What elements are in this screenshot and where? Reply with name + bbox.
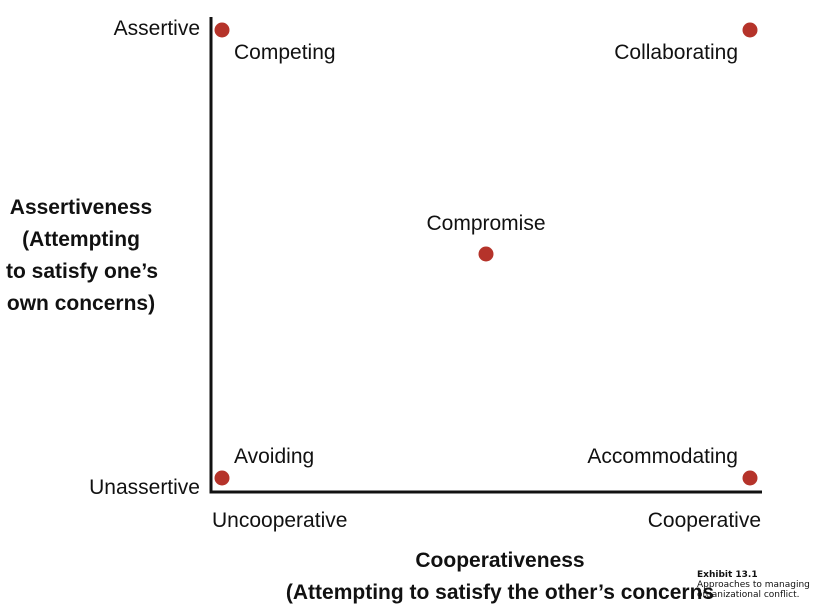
axis-title-line: (Attempting <box>22 228 140 251</box>
data-label: Collaborating <box>614 41 738 64</box>
exhibit-text-line1: Approaches to managing <box>697 580 810 590</box>
data-point <box>742 22 758 38</box>
axis-title-line: own concerns) <box>6 292 156 315</box>
axis-title-line: (Attempting to satisfy the other’s conce… <box>285 581 715 604</box>
exhibit-caption: Exhibit 13.1 Approaches to managing orga… <box>697 570 810 600</box>
axis-title-line: Assertiveness <box>9 196 153 219</box>
data-point <box>742 470 758 486</box>
exhibit-number: Exhibit 13.1 <box>697 570 758 580</box>
data-label: Accommodating <box>587 445 738 468</box>
data-label: Avoiding <box>234 445 314 468</box>
data-point <box>214 470 230 486</box>
exhibit-text-line2: organizational conflict. <box>697 590 800 600</box>
x-axis-title: Cooperativeness (Attempting to satisfy th… <box>260 545 740 609</box>
x-tick-label: Uncooperative <box>212 509 347 532</box>
data-label: Competing <box>234 41 336 64</box>
data-label: Compromise <box>426 212 545 235</box>
data-point <box>214 22 230 38</box>
y-tick-label: Assertive <box>114 17 200 40</box>
axis-title-line: Cooperativeness <box>415 549 585 572</box>
axis-title-line: to satisfy one’s <box>6 260 159 283</box>
x-tick-label: Cooperative <box>648 509 761 532</box>
y-axis-title: Assertiveness (Attempting to satisfy one’s… <box>6 192 159 320</box>
data-point <box>478 246 494 262</box>
y-tick-label: Unassertive <box>89 476 200 499</box>
